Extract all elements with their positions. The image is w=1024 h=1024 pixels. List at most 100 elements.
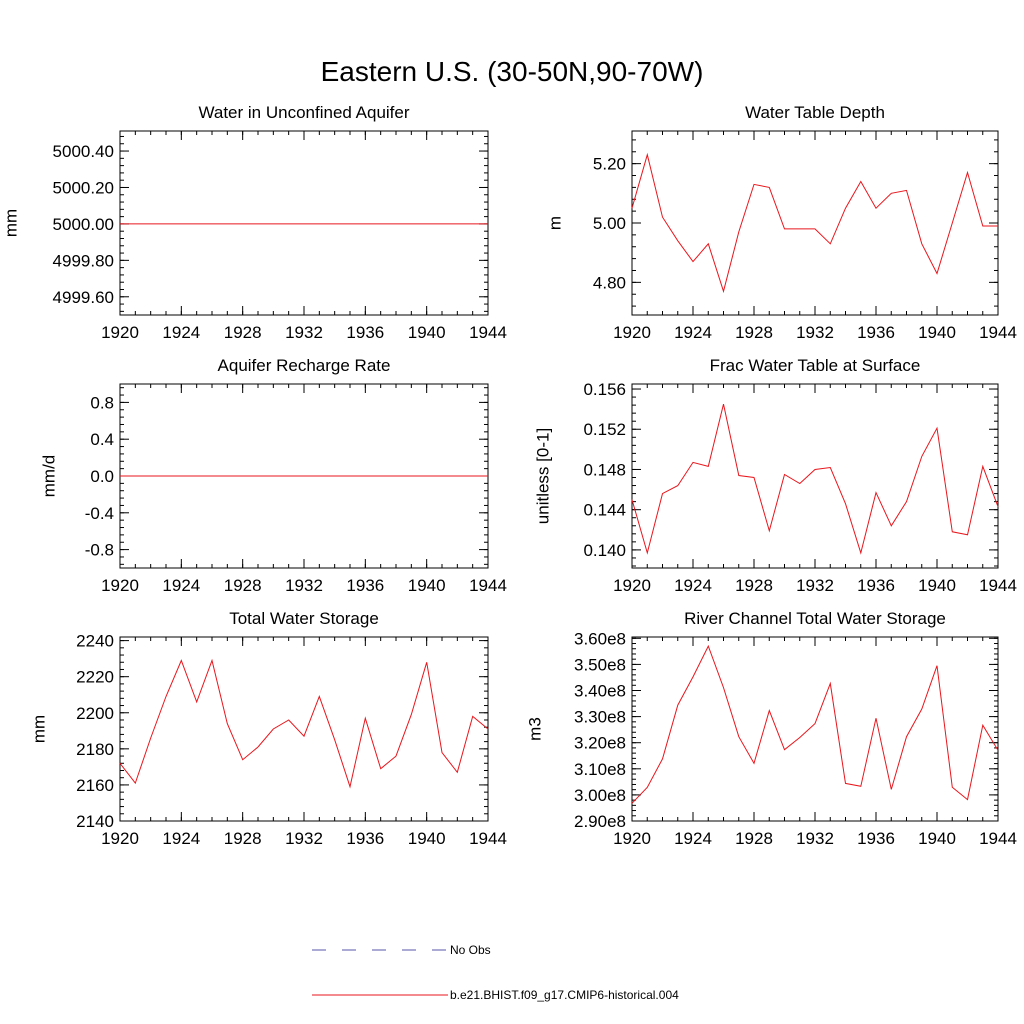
page-title: Eastern U.S. (30-50N,90-70W) [320, 56, 704, 87]
x-tick-label: 1940 [918, 323, 956, 342]
series-line [631, 403, 999, 555]
y-tick-label: 2240 [76, 632, 114, 651]
y-tick-label: 3.50e8 [574, 655, 626, 674]
x-tick-label: 1928 [224, 829, 262, 848]
x-tick-label: 1940 [918, 576, 956, 595]
y-tick-label: 0.148 [583, 460, 626, 479]
x-tick-label: 1920 [101, 323, 139, 342]
x-tick-label: 1920 [613, 576, 651, 595]
x-tick-label: 1924 [674, 829, 712, 848]
y-tick-label: 2140 [76, 812, 114, 831]
y-axis-label: m [545, 216, 564, 230]
plot-frame [631, 383, 999, 569]
panel-frac-water-table-at-surface: Frac Water Table at Surface 1920 1924 1928 1… [533, 356, 1016, 595]
y-tick-label: 2180 [76, 740, 114, 759]
legend-model-label: b.e21.BHIST.f09_g17.CMIP6-historical.004 [450, 988, 679, 1002]
x-tick-label: 1924 [674, 323, 712, 342]
y-tick-label: 2220 [76, 668, 114, 687]
y-tick-label: 5000.20 [53, 178, 114, 197]
y-tick-label: 3.10e8 [574, 760, 626, 779]
x-tick-label: 1928 [735, 323, 773, 342]
panel-water-in-unconfined-aquifer: Water in Unconfined Aquifer 1920 1924 1928 1… [1, 103, 506, 342]
x-tick-label: 1944 [979, 829, 1017, 848]
x-tick-label: 1920 [101, 829, 139, 848]
y-tick-label: 3.30e8 [574, 708, 626, 727]
plot-frame [631, 636, 999, 822]
y-axis-label: m3 [525, 717, 544, 741]
x-tick-label: 1936 [346, 576, 384, 595]
x-tick-label: 1920 [613, 829, 651, 848]
y-tick-label: 4999.80 [53, 251, 114, 270]
x-tick-label: 1936 [346, 323, 384, 342]
y-tick-label: 3.00e8 [574, 786, 626, 805]
y-tick-label: -0.8 [85, 541, 114, 560]
panel-title: Water Table Depth [745, 103, 885, 122]
y-tick-label: 2.90e8 [574, 812, 626, 831]
x-tick-label: 1932 [796, 576, 834, 595]
panel-river-channel-total-water-storage: River Channel Total Water Storage 1920 192… [525, 609, 1016, 848]
x-tick-label: 1944 [469, 323, 507, 342]
y-axis-label: unitless [0-1] [533, 428, 552, 524]
plot-frame [119, 130, 489, 316]
y-axis-label: mm [29, 715, 48, 743]
y-tick-label: 5000.40 [53, 142, 114, 161]
y-tick-label: 0.140 [583, 541, 626, 560]
y-tick-label: 0.8 [90, 393, 114, 412]
series-line [631, 644, 999, 804]
x-tick-label: 1944 [469, 829, 507, 848]
x-tick-label: 1936 [346, 829, 384, 848]
legend-obs-label: No Obs [450, 943, 491, 957]
y-tick-label: 5.20 [593, 155, 626, 174]
x-tick-label: 1940 [918, 829, 956, 848]
y-tick-label: 3.20e8 [574, 734, 626, 753]
y-tick-label: 5000.00 [53, 215, 114, 234]
x-tick-label: 1936 [857, 829, 895, 848]
legend [312, 949, 448, 996]
plot-frame [119, 636, 489, 822]
y-tick-label: -0.4 [85, 504, 114, 523]
x-tick-label: 1932 [285, 576, 323, 595]
x-tick-label: 1936 [857, 323, 895, 342]
panel-total-water-storage: Total Water Storage 1920 1924 1928 1932 1936 1… [29, 609, 506, 848]
y-tick-label: 0.156 [583, 380, 626, 399]
x-tick-label: 1940 [408, 576, 446, 595]
x-tick-label: 1928 [735, 829, 773, 848]
series-line [631, 152, 998, 294]
panel-water-table-depth: Water Table Depth 1920 1924 1928 1932 1936 194… [545, 103, 1016, 342]
x-tick-label: 1944 [469, 576, 507, 595]
y-tick-label: 4999.60 [53, 288, 114, 307]
x-tick-label: 1936 [857, 576, 895, 595]
panel-title: River Channel Total Water Storage [684, 609, 946, 628]
x-tick-label: 1944 [979, 576, 1017, 595]
y-tick-label: 5.00 [593, 214, 626, 233]
y-tick-label: 0.4 [90, 430, 114, 449]
panel-title: Aquifer Recharge Rate [218, 356, 391, 375]
y-tick-label: 3.60e8 [574, 629, 626, 648]
plot-frame [631, 130, 999, 316]
x-tick-label: 1928 [735, 576, 773, 595]
y-tick-label: 2160 [76, 776, 114, 795]
x-tick-label: 1932 [285, 829, 323, 848]
y-axis-label: mm/d [39, 455, 58, 498]
x-tick-label: 1928 [224, 323, 262, 342]
x-tick-label: 1924 [162, 323, 200, 342]
panel-title: Frac Water Table at Surface [710, 356, 921, 375]
y-tick-label: 4.80 [593, 273, 626, 292]
x-tick-label: 1932 [796, 323, 834, 342]
panel-title: Water in Unconfined Aquifer [198, 103, 409, 122]
x-tick-label: 1932 [285, 323, 323, 342]
panel-aquifer-recharge-rate: Aquifer Recharge Rate 1920 1924 1928 1932 193… [39, 356, 506, 595]
y-tick-label: 2200 [76, 704, 114, 723]
x-tick-label: 1940 [408, 829, 446, 848]
y-tick-label: 3.40e8 [574, 682, 626, 701]
x-tick-label: 1932 [796, 829, 834, 848]
x-tick-label: 1920 [101, 576, 139, 595]
y-tick-label: 0.152 [583, 420, 626, 439]
x-tick-label: 1924 [162, 576, 200, 595]
x-tick-label: 1940 [408, 323, 446, 342]
x-tick-label: 1924 [162, 829, 200, 848]
y-axis-label: mm [1, 209, 20, 237]
x-tick-label: 1924 [674, 576, 712, 595]
y-tick-label: 0.0 [90, 467, 114, 486]
